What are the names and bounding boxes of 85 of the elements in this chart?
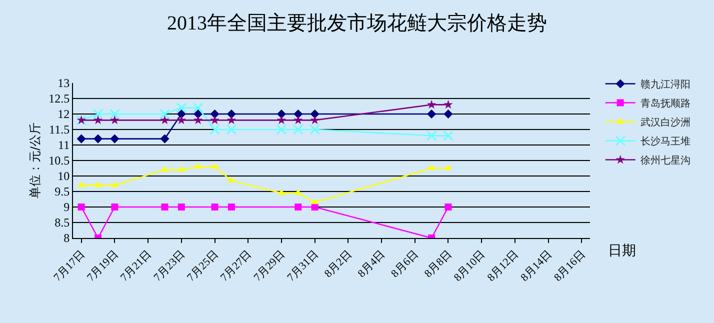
legend-label: 徐州七星沟: [640, 154, 690, 167]
point: [192, 102, 204, 114]
x-tick-label: 8月14日: [518, 248, 554, 284]
point: [293, 115, 303, 124]
y-tick-label: 11.5: [49, 122, 70, 137]
point: [92, 108, 104, 120]
point: [93, 115, 103, 124]
legend-label: 赣九江浔阳: [640, 78, 690, 91]
point: [211, 204, 218, 210]
point: [310, 124, 320, 135]
point: [77, 182, 86, 188]
point: [444, 100, 453, 109]
x-tick-label: 8月2日: [322, 248, 354, 280]
point: [444, 204, 452, 210]
point: [178, 204, 185, 210]
point: [210, 124, 220, 135]
point: [176, 102, 187, 114]
point: [160, 166, 169, 172]
legend-label: 长沙马王堆: [640, 136, 690, 148]
y-tick-label: 12: [58, 107, 70, 122]
point: [276, 109, 286, 119]
point: [426, 100, 436, 109]
point: [193, 115, 203, 124]
y-tick-label: 13: [58, 76, 70, 90]
point: [176, 109, 186, 119]
x-tick-label: 7月17日: [52, 248, 88, 284]
point: [160, 134, 170, 144]
x-tick-label: 7月19日: [84, 248, 121, 284]
point: [110, 182, 119, 188]
point: [310, 109, 320, 119]
x-tick-label: 8月10日: [452, 248, 488, 284]
point: [110, 115, 120, 124]
y-tick-label: 8: [64, 231, 70, 246]
point: [78, 204, 85, 210]
point: [210, 109, 220, 119]
x-tick-label: 8月4日: [356, 248, 388, 280]
point: [110, 134, 120, 144]
point: [294, 204, 302, 210]
y-tick-label: 10: [58, 169, 70, 184]
point: [292, 124, 304, 135]
y-tick-label: 11: [58, 138, 70, 152]
point: [427, 109, 436, 119]
point: [226, 109, 236, 119]
x-tick-label: 7月23日: [152, 248, 188, 284]
point: [109, 108, 120, 120]
point: [160, 115, 170, 124]
x-tick-label: 7月31日: [285, 248, 321, 284]
y-tick-label: 9.5: [54, 184, 70, 199]
point: [276, 115, 286, 124]
point: [228, 204, 235, 210]
y-tick-label: 10.5: [48, 154, 70, 168]
point: [111, 204, 118, 210]
x-axis-title: 日期: [608, 243, 636, 259]
legend-label: 武汉白沙洲: [640, 116, 690, 129]
y-tick-label: 12.5: [48, 92, 70, 106]
point: [76, 134, 86, 144]
x-tick-label: 7月21日: [118, 248, 154, 284]
point: [310, 198, 319, 204]
legend-label: 青岛抚顺路: [640, 98, 690, 110]
x-tick-label: 7月29日: [252, 248, 288, 284]
point: [161, 204, 168, 210]
x-tick-label: 7月27日: [218, 248, 254, 284]
point: [226, 124, 237, 135]
x-tick-label: 8月6日: [389, 248, 421, 280]
point: [159, 108, 170, 120]
point: [310, 115, 320, 124]
y-axis-title: 单位：元/公斤: [28, 122, 42, 199]
point: [177, 166, 186, 172]
point: [226, 115, 236, 124]
y-tick-label: 9: [64, 200, 70, 214]
x-tick-label: 8月8日: [422, 248, 454, 280]
point: [444, 109, 453, 119]
point: [276, 124, 287, 135]
point: [426, 130, 437, 141]
x-tick-label: 8月16日: [552, 248, 588, 284]
y-tick-label: 8.5: [54, 216, 70, 230]
point: [210, 115, 220, 124]
point: [93, 134, 103, 144]
point: [176, 115, 186, 124]
point: [294, 109, 303, 119]
point: [442, 130, 454, 141]
x-tick-label: 8月12日: [485, 248, 521, 284]
chart-title: 2013年全国主要批发市场花鲢大宗价格走势: [167, 12, 547, 35]
x-tick-label: 7月25日: [185, 248, 221, 284]
point: [311, 204, 318, 210]
